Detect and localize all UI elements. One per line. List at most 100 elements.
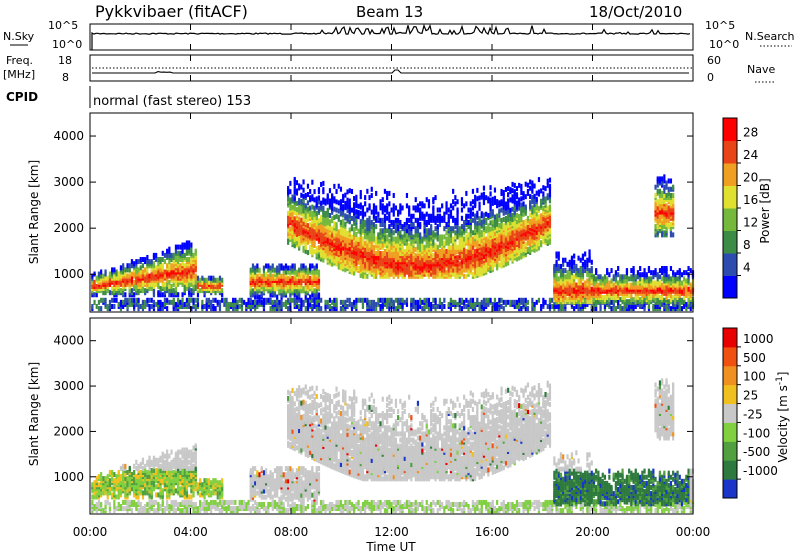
heatmap-cell xyxy=(320,200,323,206)
heatmap-cell xyxy=(577,268,580,274)
heatmap-cell xyxy=(287,185,290,191)
heatmap-cell xyxy=(408,217,411,223)
heatmap-cell xyxy=(507,217,510,223)
heatmap-cell xyxy=(399,203,402,209)
heatmap-cell xyxy=(553,304,556,310)
heatmap-cell xyxy=(377,215,380,221)
heatmap-cell xyxy=(619,297,622,303)
heatmap-cell xyxy=(630,282,633,288)
heatmap-cell xyxy=(441,238,444,244)
heatmap-cell xyxy=(91,304,94,310)
heatmap-cell xyxy=(269,265,272,271)
heatmap-cell xyxy=(443,226,446,232)
heatmap-cell xyxy=(515,256,519,262)
heatmap-cell xyxy=(324,304,327,310)
heatmap-cell xyxy=(416,217,420,223)
freq-label: Freq. xyxy=(6,54,33,67)
heatmap-cell xyxy=(203,304,206,310)
heatmap-cell xyxy=(394,246,398,252)
heatmap-cell xyxy=(333,206,336,212)
heatmap-cell xyxy=(504,201,508,207)
heatmap-cell xyxy=(410,244,413,250)
heatmap-cell xyxy=(568,270,571,276)
heatmap-cell xyxy=(133,279,136,285)
heatmap-cell xyxy=(344,248,347,254)
heatmap-cell xyxy=(416,255,420,261)
heatmap-cell xyxy=(221,288,224,294)
heatmap-cell xyxy=(170,299,173,305)
heatmap-cell xyxy=(623,278,626,284)
heatmap-cell xyxy=(377,255,380,261)
heatmap-cell xyxy=(469,301,472,307)
heatmap-cell xyxy=(460,215,464,221)
heatmap-cell xyxy=(370,265,373,271)
heatmap-cell xyxy=(284,263,288,269)
heatmap-cell xyxy=(414,253,417,259)
heatmap-cell xyxy=(302,187,305,193)
heatmap-cell xyxy=(291,237,294,243)
heatmap-cell xyxy=(168,283,171,289)
nsky-right-tick-bottom: 10^0 xyxy=(709,38,739,51)
heatmap-cell xyxy=(482,200,486,206)
heatmap-cell xyxy=(542,301,545,307)
heatmap-cell xyxy=(234,297,237,303)
heatmap-cell xyxy=(361,228,365,234)
heatmap-cell xyxy=(174,244,178,250)
heatmap-cell xyxy=(115,269,118,275)
heatmap-cell xyxy=(412,301,415,307)
heatmap-cell xyxy=(383,236,387,242)
heatmap-cell xyxy=(467,251,470,257)
heatmap-cell xyxy=(471,297,475,303)
heatmap-cell xyxy=(302,286,305,292)
heatmap-cell xyxy=(544,299,547,305)
heatmap-cell xyxy=(625,286,629,292)
heatmap-cell xyxy=(392,207,395,213)
heatmap-cell xyxy=(447,301,450,307)
heatmap-cell xyxy=(174,290,178,296)
heatmap-cell xyxy=(410,230,413,236)
heatmap-cell xyxy=(306,250,310,256)
heatmap-cell xyxy=(542,185,545,191)
heatmap-cell xyxy=(353,235,356,241)
heatmap-cell xyxy=(194,254,197,260)
heatmap-cell xyxy=(278,299,281,305)
heatmap-cell xyxy=(447,232,450,238)
heatmap-cell xyxy=(282,265,285,271)
heatmap-cell xyxy=(289,292,292,298)
heatmap-cell xyxy=(390,269,393,275)
heatmap-cell xyxy=(540,188,543,194)
heatmap-cell xyxy=(465,297,468,303)
heatmap-cell xyxy=(524,241,527,247)
heatmap-cell xyxy=(93,279,96,285)
heatmap-cell xyxy=(311,304,314,310)
heatmap-cell xyxy=(548,192,552,198)
heatmap-cell xyxy=(278,306,281,312)
heatmap-cell xyxy=(95,292,98,298)
heatmap-cell xyxy=(397,304,400,310)
heatmap-cell xyxy=(491,306,494,312)
heatmap-cell xyxy=(377,297,380,303)
heatmap-cell xyxy=(628,292,631,298)
heatmap-cell xyxy=(630,274,633,280)
heatmap-cell xyxy=(394,236,398,242)
heatmap-cell xyxy=(500,253,503,259)
heatmap-cell xyxy=(350,242,354,248)
heatmap-cell xyxy=(434,273,437,279)
heatmap-cell xyxy=(317,199,321,205)
heatmap-cell xyxy=(603,278,607,284)
heatmap-cell xyxy=(322,187,325,193)
heatmap-cell xyxy=(267,297,270,303)
heatmap-cell xyxy=(298,216,301,222)
heatmap-cell xyxy=(397,238,400,244)
heatmap-cell xyxy=(348,266,351,272)
heatmap-cell xyxy=(438,222,442,228)
heatmap-cell xyxy=(170,288,173,294)
heatmap-cell xyxy=(471,211,475,217)
heatmap-cell xyxy=(383,188,387,194)
heatmap-cell xyxy=(522,201,525,207)
heatmap-cell xyxy=(265,263,268,269)
heatmap-cell xyxy=(471,188,475,194)
heatmap-cell xyxy=(146,273,149,279)
heatmap-cell xyxy=(584,280,587,286)
heatmap-cell xyxy=(588,253,591,259)
